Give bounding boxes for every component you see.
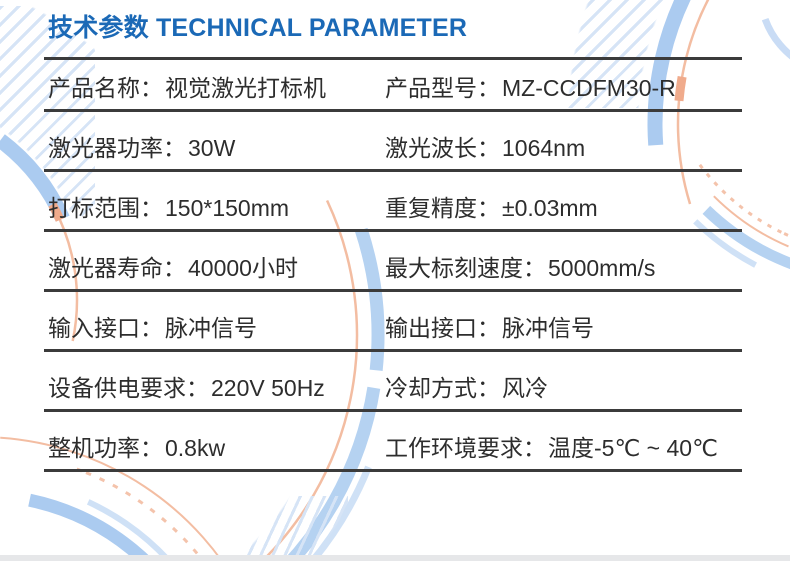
spec-cell: 输入接口：脉冲信号 (44, 316, 385, 340)
spec-value: 脉冲信号 (165, 314, 257, 341)
spec-table: 产品名称：视觉激光打标机 产品型号：MZ-CCDFM30-R 激光器功率：30W… (44, 60, 742, 472)
spec-row: 产品名称：视觉激光打标机 产品型号：MZ-CCDFM30-R (44, 60, 742, 112)
spec-label: 重复精度： (385, 194, 500, 221)
spec-cell: 激光波长：1064nm (385, 136, 742, 160)
spec-row: 激光器功率：30W 激光波长：1064nm (44, 112, 742, 172)
spec-value: ±0.03mm (502, 194, 598, 221)
spec-cell: 工作环境要求：温度-5℃ ~ 40℃ (385, 436, 742, 460)
spec-row: 输入接口：脉冲信号 输出接口：脉冲信号 (44, 292, 742, 352)
spec-value: 220V 50Hz (211, 374, 325, 401)
spec-label: 输入接口： (48, 314, 163, 341)
spec-cell: 设备供电要求：220V 50Hz (44, 376, 385, 400)
spec-label: 产品型号： (385, 74, 500, 101)
spec-label: 最大标刻速度： (385, 254, 546, 281)
spec-label: 冷却方式： (385, 374, 500, 401)
spec-row: 设备供电要求：220V 50Hz 冷却方式：风冷 (44, 352, 742, 412)
spec-cell: 产品名称：视觉激光打标机 (44, 76, 385, 100)
spec-row: 整机功率：0.8kw 工作环境要求：温度-5℃ ~ 40℃ (44, 412, 742, 472)
spec-label: 激光器功率： (48, 134, 186, 161)
spec-cell: 整机功率：0.8kw (44, 436, 385, 460)
spec-cell: 激光器功率：30W (44, 136, 385, 160)
spec-value: 0.8kw (165, 434, 226, 461)
spec-cell: 冷却方式：风冷 (385, 376, 742, 400)
spec-row: 打标范围：150*150mm 重复精度：±0.03mm (44, 172, 742, 232)
spec-value: 1064nm (502, 134, 586, 161)
spec-label: 打标范围： (48, 194, 163, 221)
spec-row: 激光器寿命：40000小时 最大标刻速度：5000mm/s (44, 232, 742, 292)
spec-cell: 输出接口：脉冲信号 (385, 316, 742, 340)
spec-label: 激光器寿命： (48, 254, 186, 281)
spec-label: 输出接口： (385, 314, 500, 341)
spec-label: 激光波长： (385, 134, 500, 161)
spec-label: 设备供电要求： (48, 374, 209, 401)
spec-cell: 产品型号：MZ-CCDFM30-R (385, 76, 742, 100)
spec-cell: 激光器寿命：40000小时 (44, 256, 385, 280)
spec-value: 40000小时 (188, 254, 298, 281)
spec-cell: 打标范围：150*150mm (44, 196, 385, 220)
spec-label: 工作环境要求： (385, 434, 546, 461)
spec-value: 5000mm/s (548, 254, 656, 281)
spec-value: 风冷 (502, 374, 548, 401)
decorative-ticks-bottom (226, 496, 348, 561)
bottom-section-edge (0, 555, 790, 561)
spec-label: 整机功率： (48, 434, 163, 461)
spec-value: 脉冲信号 (502, 314, 594, 341)
spec-value: 30W (188, 134, 236, 161)
spec-sheet: 技术参数 TECHNICAL PARAMETER 产品名称：视觉激光打标机 产品… (44, 0, 742, 472)
spec-value: MZ-CCDFM30-R (502, 74, 676, 101)
spec-cell: 重复精度：±0.03mm (385, 196, 742, 220)
spec-value: 视觉激光打标机 (165, 74, 326, 101)
page-title: 技术参数 TECHNICAL PARAMETER (48, 14, 468, 42)
spec-value: 温度-5℃ ~ 40℃ (548, 434, 718, 461)
spec-label: 产品名称： (48, 74, 163, 101)
spec-cell: 最大标刻速度：5000mm/s (385, 256, 742, 280)
spec-value: 150*150mm (165, 194, 290, 221)
